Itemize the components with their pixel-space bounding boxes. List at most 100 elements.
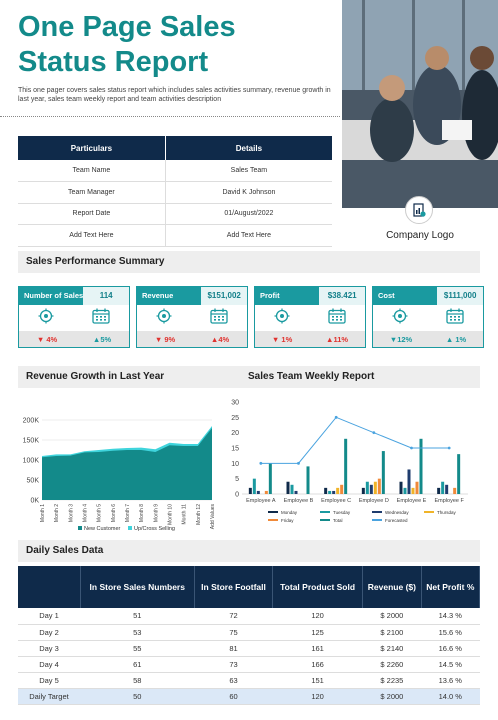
bar-thursday — [411, 487, 415, 494]
kpi-change-right: ▲11% — [326, 334, 349, 344]
kpi-value: $111,000 — [437, 287, 483, 305]
bar-tuesday — [328, 490, 332, 494]
x-tick-label: Month 5 — [97, 504, 103, 522]
daily-header-blank — [18, 566, 81, 608]
kpi-change-left: ▼12% — [389, 334, 413, 344]
legend-label: New Customer — [84, 526, 121, 532]
y-tick-label: 150K — [23, 438, 40, 445]
kpi-name: Cost — [373, 287, 438, 305]
table-cell: $ 2235 — [362, 672, 422, 689]
bar-tuesday — [441, 481, 445, 494]
x-tick-label: Month 9 — [153, 504, 159, 522]
bar-monday — [248, 487, 252, 494]
bar-tuesday — [290, 484, 294, 494]
kpi-change-right: ▲5% — [92, 334, 112, 344]
table-row: Add Text Here Add Text Here — [18, 224, 332, 247]
table-cell: 58 — [80, 672, 195, 689]
bar-total — [457, 454, 461, 494]
forecast-point — [297, 461, 300, 465]
bar-total — [381, 451, 385, 494]
kpi-card: Number of Sales 114 ▼ 4% ▲5% — [18, 286, 130, 348]
table-cell: Day 4 — [18, 656, 80, 673]
page-title: One Page Sales Status Report — [18, 11, 236, 78]
kpi-card: Revenue $151,002 ▼ 9% ▲4% — [136, 286, 248, 348]
kpi-change-right: ▲ 1% — [445, 334, 467, 344]
bar-tuesday — [252, 478, 256, 494]
bar-total — [306, 466, 310, 494]
legend-label: Tuesday — [333, 510, 351, 515]
table-row: Day 4 61 73 166 $ 2260 14.5 % — [18, 656, 480, 673]
legend-swatch — [320, 519, 330, 521]
x-tick-label: Month 1 — [40, 504, 46, 522]
legend-swatch — [78, 526, 82, 530]
area-series-new-customer — [42, 428, 212, 500]
team-meeting-photo — [342, 0, 498, 208]
kpi-value: $38.421 — [319, 287, 365, 305]
legend-swatch — [268, 511, 278, 513]
bar-monday — [399, 481, 403, 494]
x-tick-label: Month 6 — [111, 504, 117, 522]
table-cell: 60 — [194, 688, 273, 705]
bar-wednesday — [332, 490, 336, 494]
kpi-value: $151,002 — [201, 287, 247, 305]
table-row: Day 5 58 63 151 $ 2235 13.6 % — [18, 672, 480, 689]
table-row: Day 2 53 75 125 $ 2100 15.6 % — [18, 624, 480, 641]
table-cell: 81 — [194, 640, 273, 657]
x-tick-label: Add Values — [210, 504, 216, 530]
table-row: Report Date 01/August/2022 — [18, 203, 332, 225]
page-subtitle: This one pager covers sales status repor… — [18, 87, 331, 103]
x-tick-label: Employee C — [321, 498, 351, 504]
weekly-report-heading: Sales Team Weekly Report — [248, 371, 375, 382]
company-logo-label: Company Logo — [386, 230, 454, 241]
company-logo-icon — [405, 196, 433, 224]
bar-monday — [324, 487, 328, 494]
forecast-point — [334, 415, 338, 419]
table-cell: 13.6 % — [421, 672, 480, 689]
bar-wednesday — [256, 490, 260, 494]
revenue-growth-chart: 0K 50K 100K 150K 200K Month 1 Month 2 Month 3 Mo… — [23, 418, 216, 533]
x-tick-label: Month 8 — [139, 504, 145, 522]
bar-thursday — [373, 481, 377, 494]
y-tick-label: 5 — [235, 476, 239, 483]
daily-header-revenue: Revenue ($) — [362, 566, 422, 608]
x-tick-label: Employee F — [434, 498, 464, 504]
table-cell: 75 — [194, 624, 273, 641]
table-row: Daily Target 50 60 120 $ 2000 14.0 % — [18, 688, 480, 705]
table-cell: 50 — [80, 688, 195, 705]
daily-header-footfall: In Store Footfall — [194, 566, 274, 608]
bar-wednesday — [407, 469, 411, 494]
legend-swatch — [128, 526, 132, 530]
target-icon — [38, 308, 54, 329]
y-tick-label: 20 — [231, 430, 239, 437]
table-cell: 61 — [80, 656, 195, 673]
table-cell: 72 — [194, 608, 273, 625]
table-cell: $ 2000 — [362, 688, 422, 705]
forecast-point — [410, 446, 413, 450]
kpi-value: 114 — [83, 287, 129, 305]
weekly-report-chart: 0 5 10 15 20 25 30 Employee A Employee B Employee… — [231, 400, 468, 523]
target-icon — [392, 308, 408, 329]
target-icon — [274, 308, 290, 329]
legend-swatch — [320, 511, 330, 513]
x-tick-label: Month 3 — [68, 504, 74, 522]
table-cell: 120 — [272, 688, 363, 705]
legend-swatch — [424, 511, 434, 513]
legend-swatch — [372, 519, 382, 521]
kpi-name: Revenue — [137, 287, 202, 305]
table-cell: Day 2 — [18, 624, 80, 641]
x-tick-label: Employee B — [284, 498, 314, 504]
table-cell: 73 — [194, 656, 273, 673]
legend-label: Forecasted — [385, 518, 408, 523]
bar-friday — [377, 478, 381, 494]
forecast-line — [260, 416, 450, 464]
table-cell: 53 — [80, 624, 195, 641]
daily-header-sales: In Store Sales Numbers — [80, 566, 195, 608]
table-cell: 125 — [272, 624, 363, 641]
bar-friday — [415, 481, 419, 494]
kpi-change-left: ▼ 9% — [154, 334, 176, 344]
x-tick-label: Employee E — [397, 498, 427, 504]
calendar-icon — [446, 308, 464, 329]
forecast-point — [372, 431, 376, 435]
particulars-table: Particulars Details Team Name Sales Team… — [18, 136, 332, 247]
bar-total — [344, 438, 348, 494]
